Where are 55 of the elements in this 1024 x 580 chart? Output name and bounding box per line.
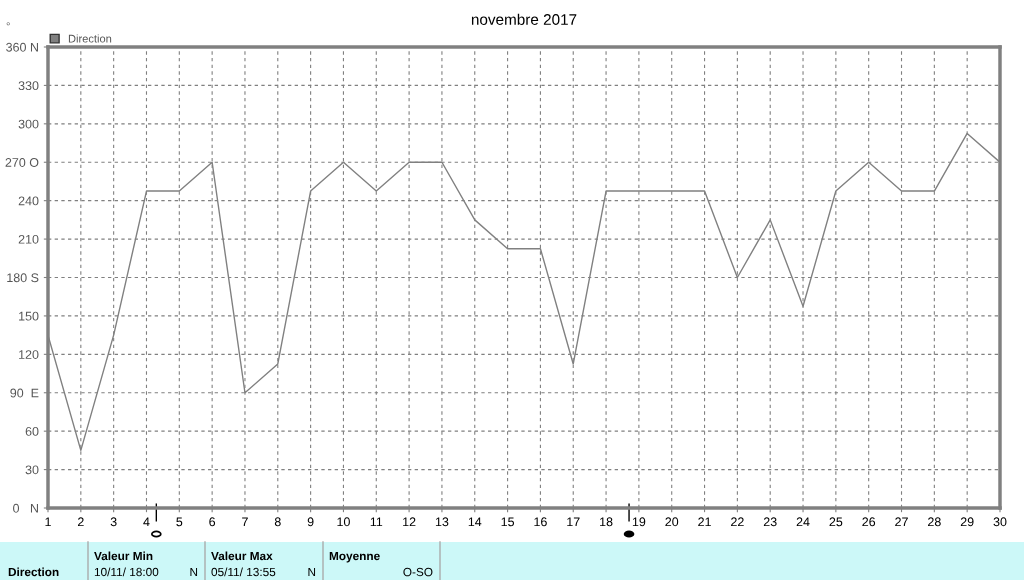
x-tick-label: 8 <box>274 517 281 527</box>
x-tick-label: 16 <box>534 517 547 527</box>
x-tick-label: 4 <box>143 517 150 527</box>
y-tick-label: 270 O <box>5 158 39 167</box>
x-tick-label: 11 <box>370 517 383 527</box>
y-tick-label: 210 <box>18 234 39 244</box>
x-tick-label: 6 <box>209 517 216 527</box>
x-tick-label: 22 <box>731 517 744 527</box>
y-tick-label: 180 S <box>7 273 39 283</box>
text: N <box>190 567 198 577</box>
x-tick-label: 12 <box>403 517 416 527</box>
x-tick-label: 24 <box>796 517 810 527</box>
x-tick-label: 25 <box>829 517 843 527</box>
text: Valeur Min <box>94 551 153 561</box>
x-tick-label: 17 <box>567 517 580 527</box>
x-tick-label: 28 <box>928 517 941 527</box>
x-tick-label: 21 <box>698 517 711 527</box>
x-tick-label: 30 <box>993 517 1007 527</box>
x-tick-label: 18 <box>600 517 613 527</box>
x-tick-label: 29 <box>960 517 974 527</box>
x-tick-label: 23 <box>763 517 777 527</box>
x-tick-label: 26 <box>862 517 876 527</box>
y-tick-label: 90 E <box>10 388 39 398</box>
x-tick-label: 14 <box>468 517 482 527</box>
legend-label: Direction <box>68 34 112 43</box>
text: O-SO <box>403 567 433 577</box>
x-tick-label: 10 <box>337 517 350 527</box>
x-tick-label: 1 <box>45 517 51 527</box>
y-tick-label: 60 <box>25 426 39 436</box>
text: 05/11/ 13:55 <box>211 567 276 577</box>
y-tick-label: 0 N <box>13 503 38 513</box>
y-tick-label: 330 <box>18 81 39 91</box>
x-tick-label: 9 <box>307 517 314 527</box>
x-tick-label: 5 <box>176 517 183 527</box>
y-tick-label: 150 <box>19 311 39 321</box>
text: Valeur Max <box>211 551 273 561</box>
text: Moyenne <box>329 551 380 563</box>
x-tick-label: 20 <box>665 517 679 527</box>
x-tick-label: 15 <box>501 517 515 527</box>
chart-title: novembre 2017 <box>471 13 577 25</box>
x-tick-label: 7 <box>242 517 248 527</box>
y-tick-label: 300 <box>18 119 39 129</box>
x-tick-label: 3 <box>110 517 117 527</box>
text: 10/11/ 18:00 <box>94 567 159 577</box>
y-tick-label: 240 <box>18 196 39 206</box>
x-tick-label: 27 <box>895 517 908 527</box>
y-tick-label: 360 N <box>6 42 38 52</box>
x-tick-label: 19 <box>632 517 646 527</box>
text: Direction <box>8 567 59 577</box>
x-tick-label: 13 <box>435 517 449 527</box>
y-axis-title: ° <box>6 22 10 26</box>
y-tick-label: 120 <box>19 350 39 359</box>
text: N <box>308 567 316 577</box>
y-tick-label: 30 <box>25 465 39 475</box>
x-tick-label: 2 <box>77 517 84 527</box>
